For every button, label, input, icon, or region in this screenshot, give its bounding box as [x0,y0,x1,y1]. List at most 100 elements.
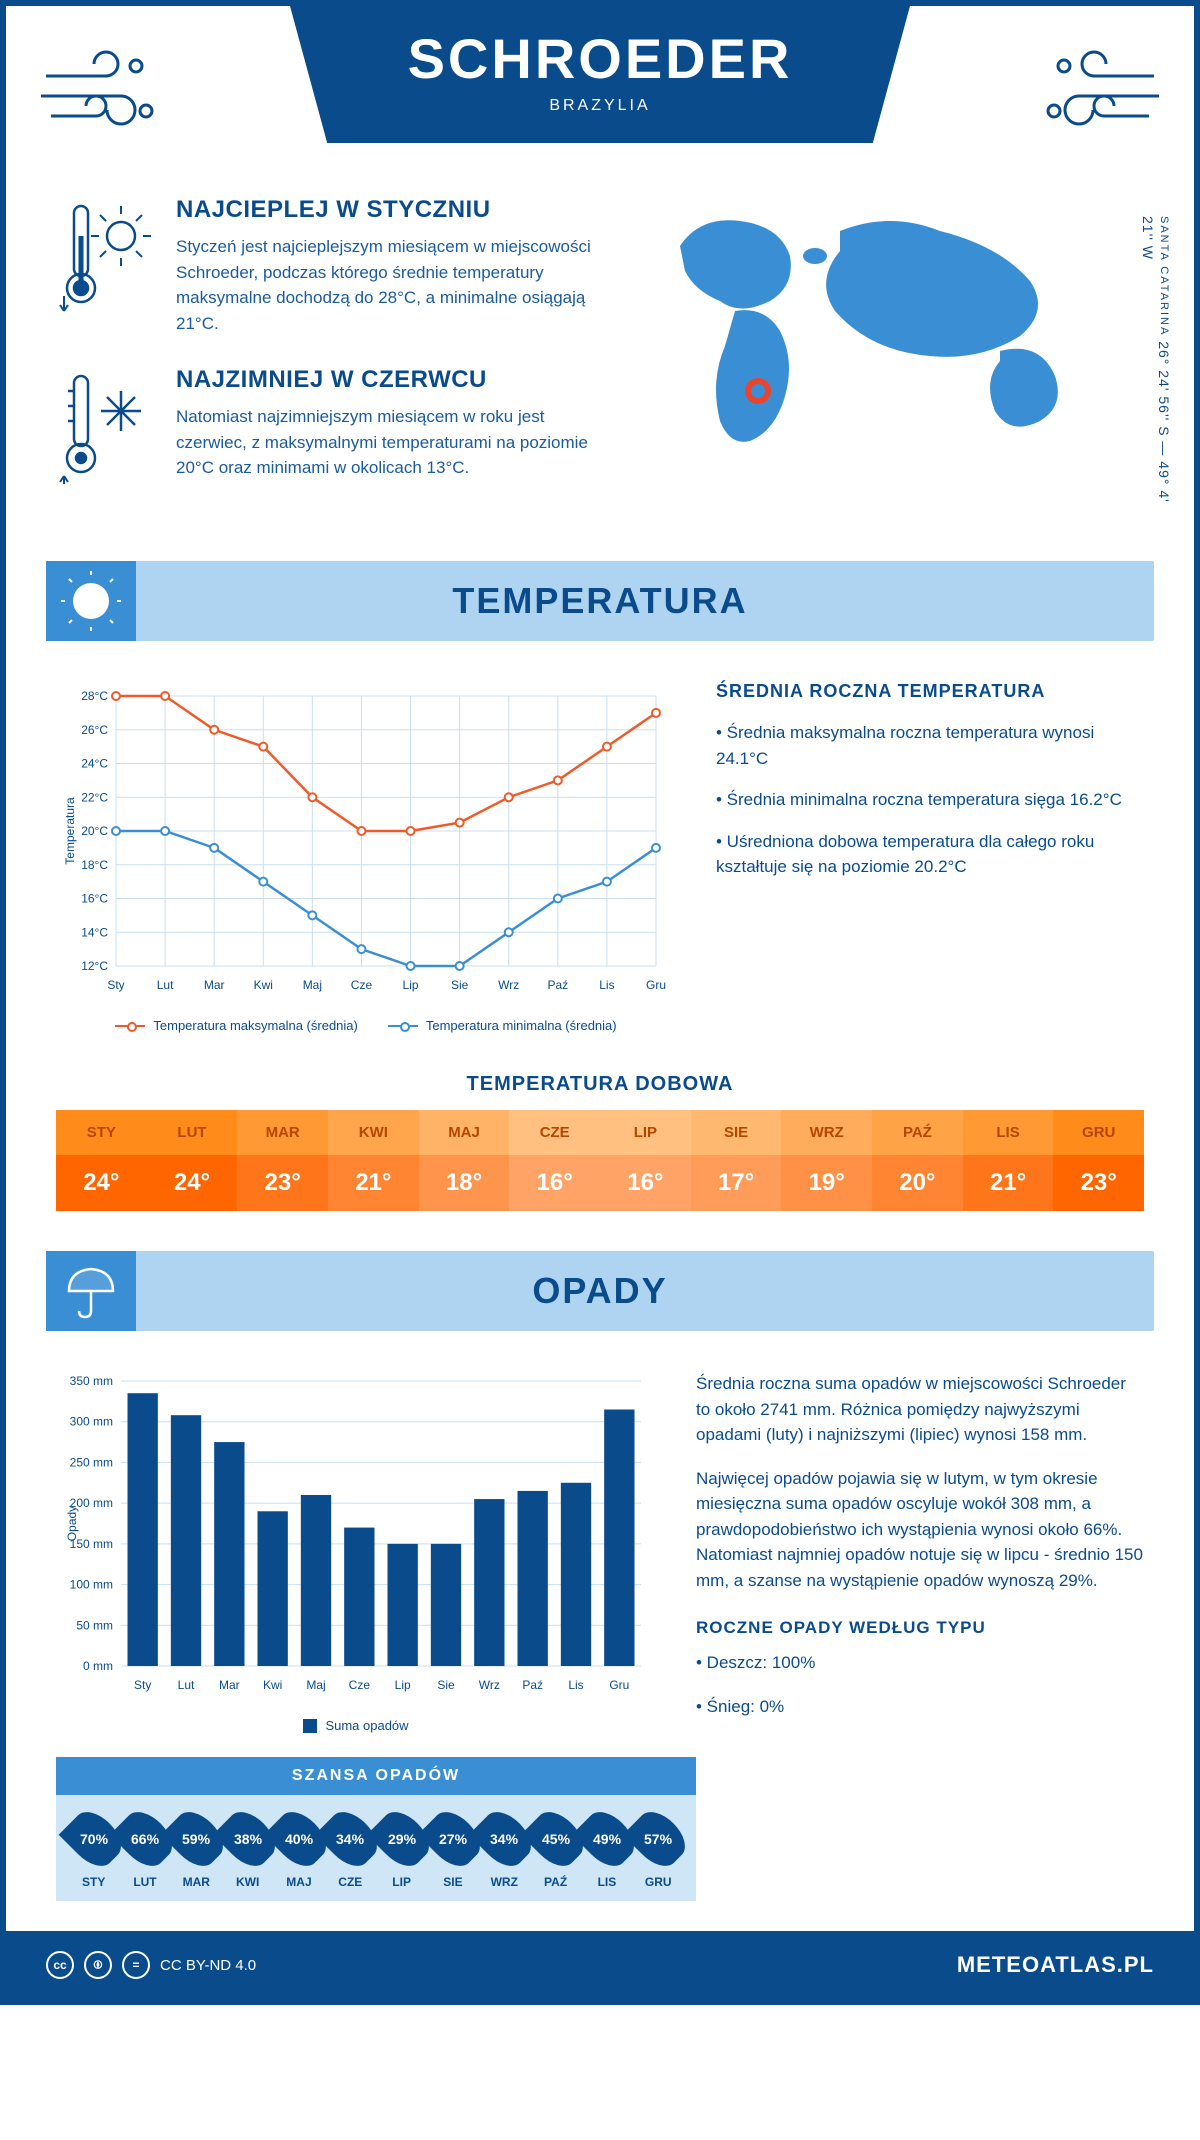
svg-text:16°C: 16°C [81,892,108,906]
svg-text:Sie: Sie [437,1678,455,1692]
svg-text:Kwi: Kwi [263,1678,282,1692]
daily-month: MAR [237,1110,328,1155]
thermometer-sun-icon [56,196,156,336]
precip-type-1: • Deszcz: 100% [696,1650,1144,1676]
svg-text:Sty: Sty [134,1678,151,1692]
svg-text:24°C: 24°C [81,757,108,771]
thermometer-snow-icon [56,366,156,491]
svg-text:Paź: Paź [522,1678,543,1692]
svg-text:12°C: 12°C [81,959,108,973]
svg-text:Gru: Gru [609,1678,629,1692]
temperature-info: ŚREDNIA ROCZNA TEMPERATURA • Średnia mak… [716,681,1144,1033]
svg-text:Maj: Maj [303,978,322,992]
raindrop-icon: 57% [623,1804,694,1875]
svg-text:Wrz: Wrz [479,1678,500,1692]
region-label: SANTA CATARINA [1158,216,1170,336]
rain-chance-item: 59%MAR [174,1811,218,1889]
svg-text:14°C: 14°C [81,925,108,939]
daily-month: CZE [509,1110,600,1155]
svg-text:Wrz: Wrz [498,978,519,992]
header: SCHROEDER BRAZYLIA [6,6,1194,186]
precip-p2: Najwięcej opadów pojawia się w lutym, w … [696,1466,1144,1594]
rain-chance-title: SZANSA OPADÓW [56,1757,696,1795]
daily-value: 21° [963,1155,1054,1211]
license-text: CC BY-ND 4.0 [160,1957,256,1974]
svg-text:Lip: Lip [403,978,419,992]
svg-text:Cze: Cze [351,978,373,992]
daily-value: 21° [328,1155,419,1211]
cc-icon: cc [46,1951,74,1979]
wind-icon [36,36,166,151]
daily-month: WRZ [781,1110,872,1155]
daily-month: MAJ [419,1110,510,1155]
daily-value: 18° [419,1155,510,1211]
svg-text:26°C: 26°C [81,723,108,737]
daily-month: PAŹ [872,1110,963,1155]
nd-icon: = [122,1951,150,1979]
precip-type-title: ROCZNE OPADY WEDŁUG TYPU [696,1618,1144,1638]
temperature-title: TEMPERATURA [452,580,747,622]
title-banner: SCHROEDER BRAZYLIA [290,6,910,143]
precip-legend: Suma opadów [56,1718,656,1733]
rain-chance-box: SZANSA OPADÓW 70%STY66%LUT59%MAR38%KWI40… [56,1757,696,1901]
svg-text:Mar: Mar [219,1678,240,1692]
facts-column: NAJCIEPLEJ W STYCZNIU Styczeń jest najci… [56,196,610,521]
precipitation-section-bar: OPADY [46,1251,1154,1331]
temperature-section-bar: TEMPERATURA [46,561,1154,641]
wind-icon [1034,36,1164,151]
svg-text:0 mm: 0 mm [83,1659,113,1673]
svg-text:300 mm: 300 mm [70,1415,113,1429]
rain-chance-item: 38%KWI [226,1811,270,1889]
map-column: SANTA CATARINA 26° 24' 56'' S — 49° 4' 2… [640,196,1144,521]
temp-info-3: • Uśredniona dobowa temperatura dla całe… [716,829,1144,880]
svg-text:Sie: Sie [451,978,469,992]
warmest-text: Styczeń jest najcieplejszym miesiącem w … [176,234,610,336]
svg-text:350 mm: 350 mm [70,1374,113,1388]
daily-month: LIP [600,1110,691,1155]
coordinates: SANTA CATARINA 26° 24' 56'' S — 49° 4' 2… [1140,216,1172,521]
legend-min: Temperatura minimalna (średnia) [426,1018,617,1033]
rain-chance-item: 34%WRZ [482,1811,526,1889]
daily-month: KWI [328,1110,419,1155]
temperature-body: 12°C14°C16°C18°C20°C22°C24°C26°C28°CStyL… [6,641,1194,1053]
warmest-title: NAJCIEPLEJ W STYCZNIU [176,196,610,224]
daily-value: 23° [237,1155,328,1211]
svg-text:28°C: 28°C [81,689,108,703]
daily-value: 16° [600,1155,691,1211]
svg-text:250 mm: 250 mm [70,1455,113,1469]
svg-text:Temperatura: Temperatura [63,797,77,865]
rain-chance-item: 70%STY [72,1811,116,1889]
daily-value: 17° [691,1155,782,1211]
coldest-fact: NAJZIMNIEJ W CZERWCU Natomiast najzimnie… [56,366,610,491]
daily-value: 19° [781,1155,872,1211]
sun-icon [46,561,136,641]
svg-text:Lut: Lut [178,1678,195,1692]
daily-month: STY [56,1110,147,1155]
svg-text:Lut: Lut [157,978,174,992]
umbrella-icon [46,1251,136,1331]
svg-text:Lis: Lis [599,978,614,992]
rain-chance-item: 49%LIS [585,1811,629,1889]
daily-month: LUT [147,1110,238,1155]
coldest-title: NAJZIMNIEJ W CZERWCU [176,366,610,394]
temperature-chart: 12°C14°C16°C18°C20°C22°C24°C26°C28°CStyL… [56,681,676,1033]
legend-max: Temperatura maksymalna (średnia) [153,1018,357,1033]
footer: cc 🅯 = CC BY-ND 4.0 METEOATLAS.PL [6,1931,1194,1999]
rain-chance-item: 66%LUT [123,1811,167,1889]
rain-chance-item: 27%SIE [431,1811,475,1889]
daily-month: SIE [691,1110,782,1155]
daily-temp-title: TEMPERATURA DOBOWA [6,1073,1194,1096]
precipitation-title: OPADY [532,1270,667,1312]
rain-chance-item: 45%PAŹ [534,1811,578,1889]
svg-text:50 mm: 50 mm [76,1618,113,1632]
daily-value: 20° [872,1155,963,1211]
svg-text:18°C: 18°C [81,858,108,872]
daily-value: 23° [1053,1155,1144,1211]
rain-chance-item: 57%GRU [636,1811,680,1889]
city-title: SCHROEDER [290,26,910,91]
svg-text:20°C: 20°C [81,824,108,838]
svg-text:Sty: Sty [107,978,124,992]
rain-chance-item: 34%CZE [328,1811,372,1889]
daily-value: 24° [56,1155,147,1211]
temp-info-title: ŚREDNIA ROCZNA TEMPERATURA [716,681,1144,702]
